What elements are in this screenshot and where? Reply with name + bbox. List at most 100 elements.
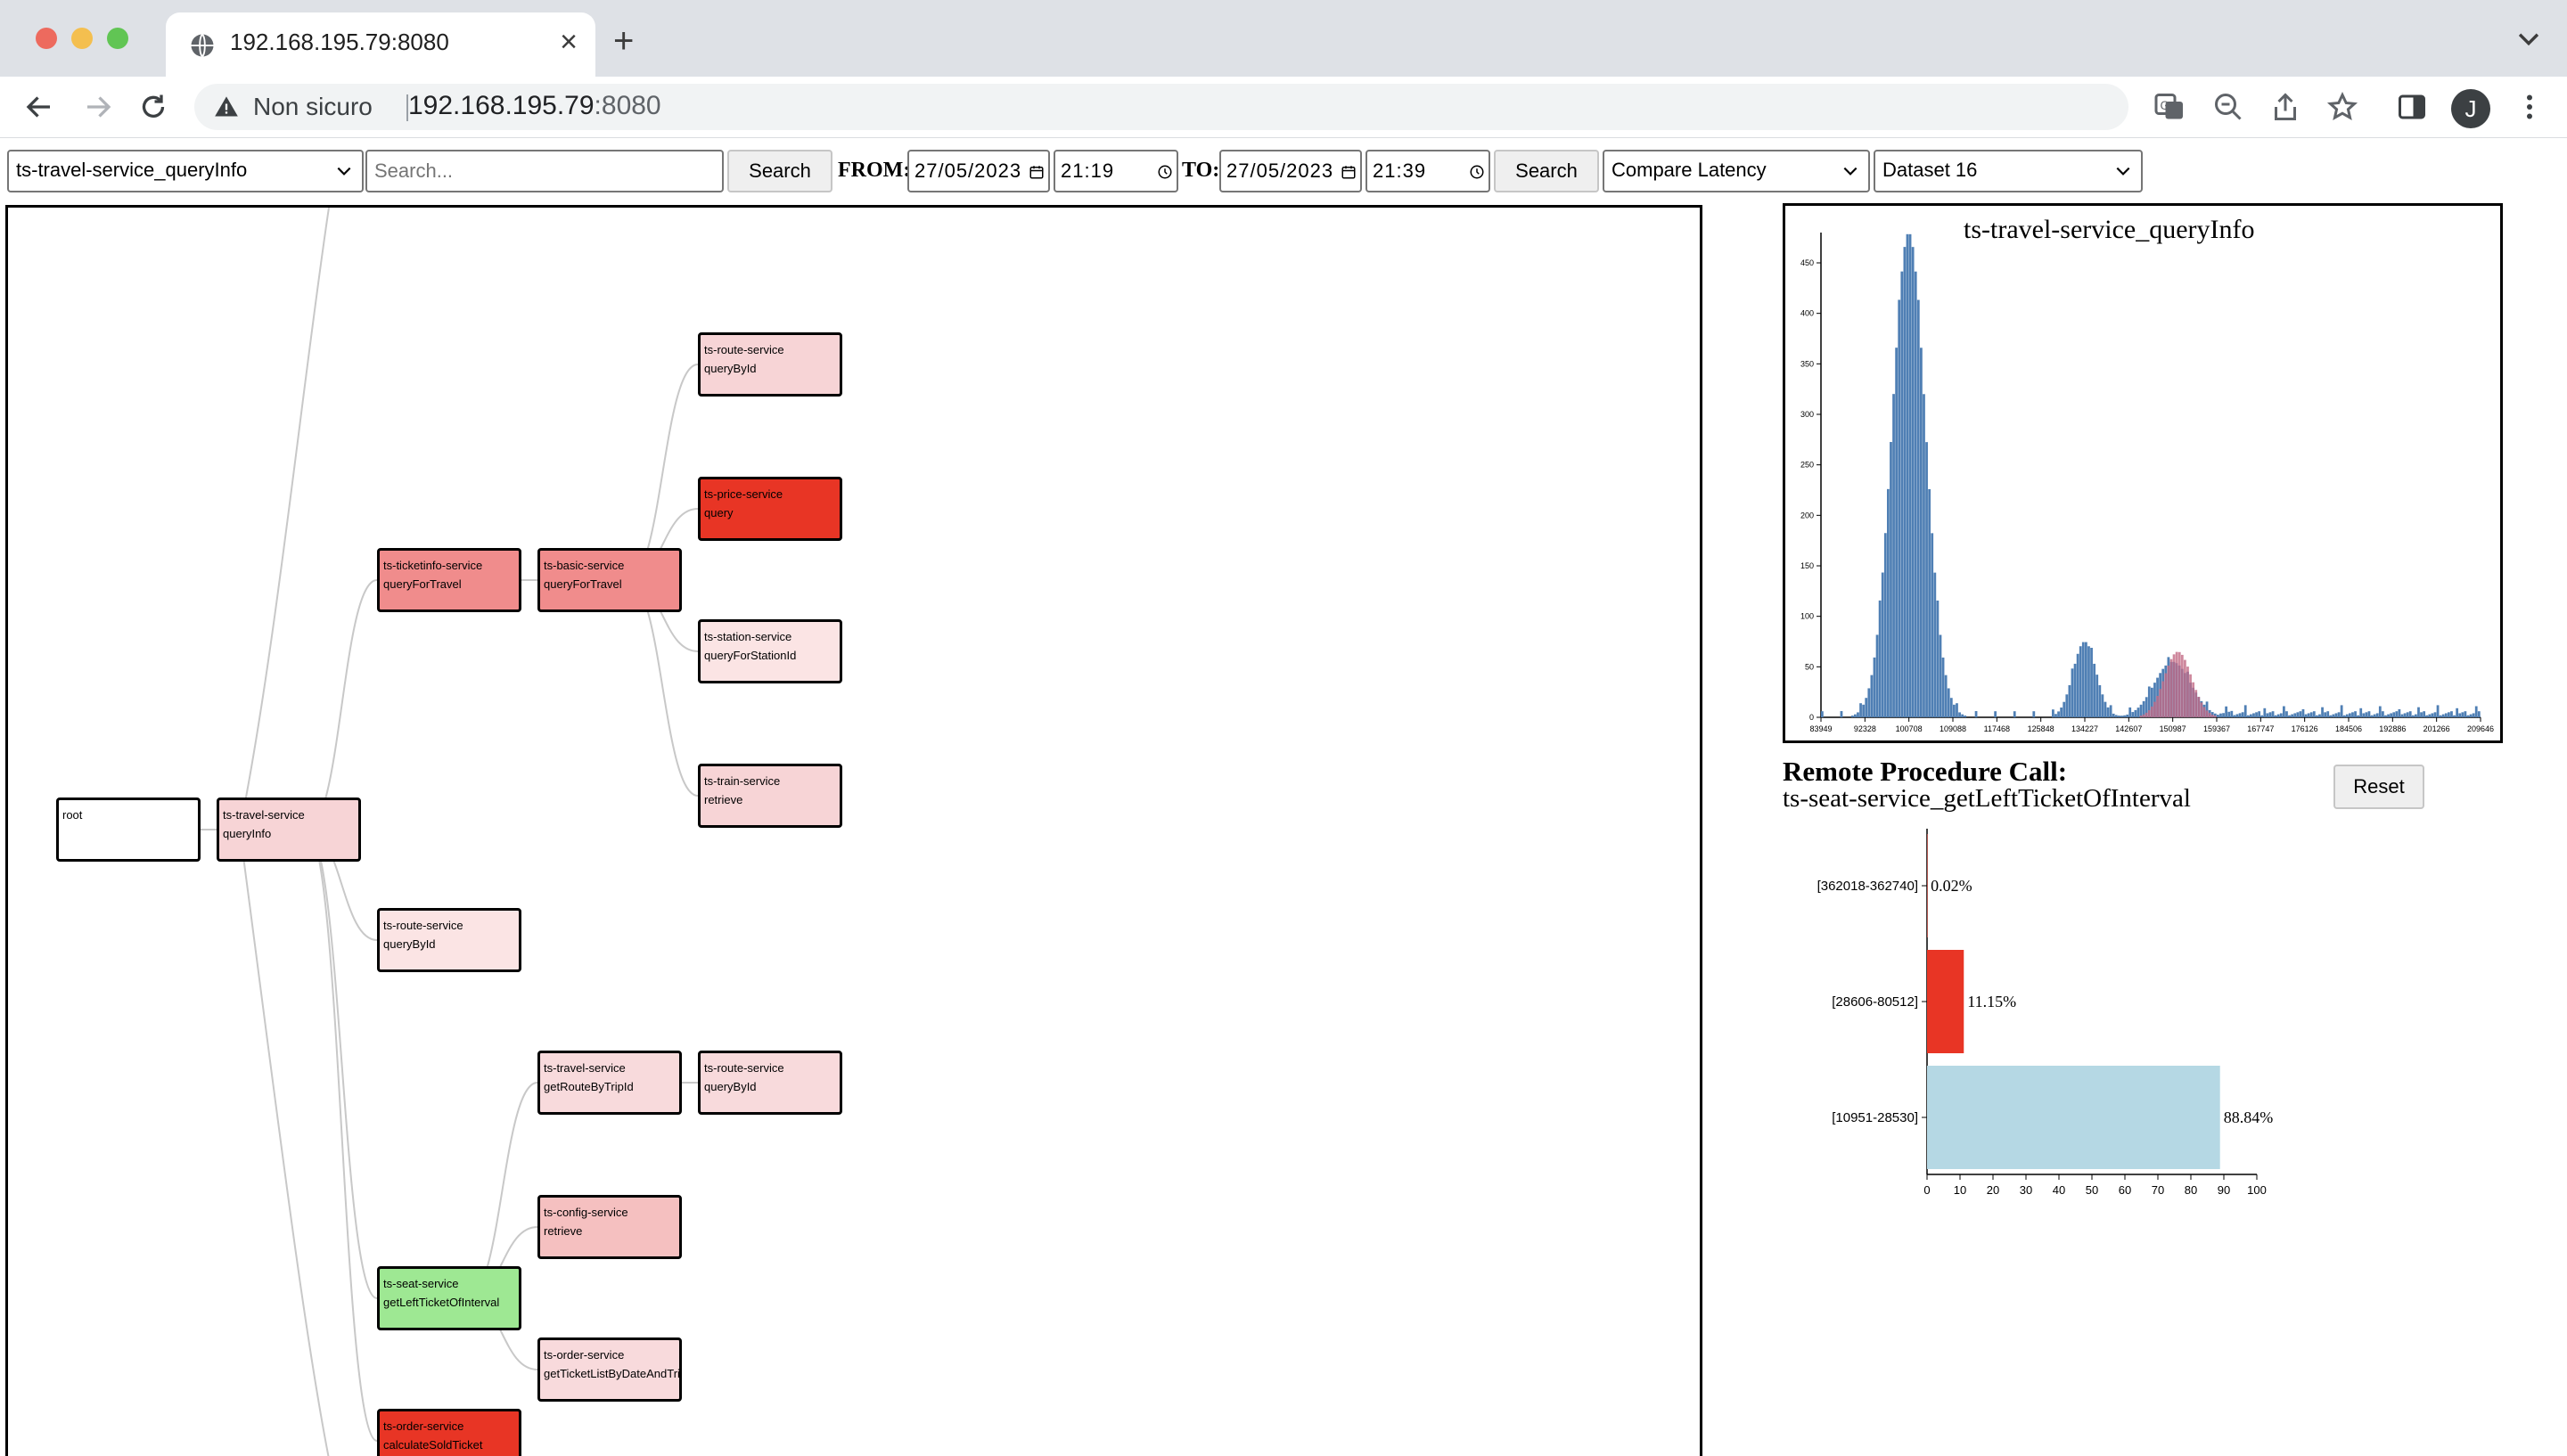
trace-node[interactable]: root bbox=[56, 798, 201, 862]
histogram-bar bbox=[2233, 715, 2236, 717]
close-tab-icon[interactable]: × bbox=[560, 25, 578, 59]
close-window-button[interactable] bbox=[36, 28, 57, 49]
search-range-button[interactable]: Search bbox=[1494, 150, 1599, 192]
warning-icon[interactable] bbox=[214, 94, 239, 119]
trace-node[interactable]: ts-order-service getTicketListByDateAndTr… bbox=[537, 1337, 682, 1402]
to-date-input[interactable]: 27/05/2023 bbox=[1219, 150, 1362, 192]
node-service-label: ts-travel-service bbox=[544, 1061, 626, 1075]
histogram-bar bbox=[2151, 687, 2153, 717]
trace-node[interactable]: ts-route-service queryById bbox=[377, 908, 521, 972]
globe-icon bbox=[191, 33, 214, 58]
histogram-bar bbox=[2271, 711, 2275, 717]
histogram-bar bbox=[2057, 711, 2060, 717]
histogram-bar bbox=[2142, 714, 2145, 717]
trace-node[interactable]: ts-train-service retrieve bbox=[698, 764, 842, 828]
histogram-bar bbox=[2109, 705, 2112, 717]
clock-icon[interactable] bbox=[1157, 164, 1173, 180]
trace-node[interactable]: ts-route-service queryById bbox=[698, 1051, 842, 1115]
trace-node[interactable]: ts-basic-service queryForTravel bbox=[537, 548, 682, 612]
node-service-label: ts-station-service bbox=[704, 630, 792, 643]
minimize-window-button[interactable] bbox=[71, 28, 93, 49]
chevron-down-icon[interactable] bbox=[2514, 23, 2544, 53]
calendar-icon[interactable] bbox=[1029, 164, 1045, 180]
histogram-bar bbox=[2431, 713, 2434, 717]
endpoint-select[interactable]: ts-travel-service_queryInfo bbox=[7, 150, 364, 192]
rpc-bar[interactable] bbox=[1927, 950, 1964, 1053]
trace-node[interactable]: ts-price-service query bbox=[698, 477, 842, 541]
histogram-bar bbox=[2392, 712, 2396, 717]
to-time-input[interactable]: 21:39 bbox=[1366, 150, 1490, 192]
histogram-bar bbox=[2340, 705, 2343, 717]
translate-icon[interactable]: G bbox=[2153, 91, 2186, 123]
browser-tab[interactable]: 192.168.195.79:8080 × bbox=[166, 12, 595, 77]
category-label: [10951-28530] bbox=[1832, 1110, 1918, 1125]
y-tick-label: 300 bbox=[1800, 410, 1814, 419]
new-tab-icon[interactable]: + bbox=[613, 21, 635, 61]
histogram-bar bbox=[2134, 709, 2137, 717]
from-time-input[interactable]: 21:19 bbox=[1054, 150, 1178, 192]
back-arrow-icon[interactable] bbox=[23, 91, 55, 123]
trace-node[interactable]: ts-ticketinfo-service queryForTravel bbox=[377, 548, 521, 612]
trace-tree-panel[interactable]: root ts-travel-service queryInfo ts-ticketi… bbox=[5, 205, 1702, 1456]
histogram-bar bbox=[2406, 712, 2409, 717]
trace-node[interactable]: ts-station-service queryForStationId bbox=[698, 619, 842, 683]
dataset-select[interactable]: Dataset 16 bbox=[1874, 150, 2143, 192]
histogram-bar bbox=[2469, 714, 2473, 717]
bookmark-star-icon[interactable] bbox=[2326, 91, 2358, 123]
clock-icon[interactable] bbox=[1469, 164, 1485, 180]
profile-avatar[interactable]: J bbox=[2451, 89, 2490, 128]
from-date-input[interactable]: 27/05/2023 bbox=[907, 150, 1050, 192]
search-button[interactable]: Search bbox=[727, 150, 832, 192]
more-menu-icon[interactable] bbox=[2514, 91, 2546, 123]
node-service-label: ts-route-service bbox=[704, 343, 784, 356]
zoom-window-button[interactable] bbox=[107, 28, 128, 49]
histogram-bar bbox=[2131, 712, 2135, 717]
trace-node[interactable]: ts-seat-service getLeftTicketOfInterval bbox=[377, 1266, 521, 1330]
rpc-bar[interactable] bbox=[1927, 834, 1928, 937]
forward-arrow-icon[interactable] bbox=[82, 91, 114, 123]
histogram-bar bbox=[1931, 533, 1934, 717]
histogram-bar bbox=[2321, 707, 2324, 717]
histogram-bar bbox=[2456, 708, 2459, 717]
node-operation-label: calculateSoldTicket bbox=[383, 1438, 483, 1452]
histogram-bar bbox=[2266, 713, 2269, 717]
histogram-bar bbox=[2071, 668, 2074, 717]
histogram-bar bbox=[2210, 715, 2214, 717]
histogram-bar bbox=[2147, 709, 2151, 717]
trace-node[interactable]: ts-travel-service getRouteByTripId bbox=[537, 1051, 682, 1115]
node-operation-label: retrieve bbox=[704, 793, 743, 806]
histogram-bar bbox=[2291, 714, 2294, 717]
side-panel-icon[interactable] bbox=[2396, 91, 2428, 123]
to-label: TO: bbox=[1182, 159, 1220, 182]
histogram-title: ts-travel-service_queryInfo bbox=[1964, 215, 2255, 244]
histogram-bar bbox=[2167, 666, 2170, 717]
histogram-bar bbox=[2060, 708, 2063, 717]
zoom-out-icon[interactable] bbox=[2212, 91, 2244, 123]
reload-icon[interactable] bbox=[137, 91, 169, 123]
histogram-bar bbox=[1928, 488, 1931, 717]
address-bar[interactable]: Non sicuro 192.168.195.79:8080 bbox=[194, 84, 2128, 130]
security-label[interactable]: Non sicuro bbox=[253, 93, 373, 120]
node-service-label: ts-config-service bbox=[544, 1206, 628, 1219]
mode-select[interactable]: Compare Latency bbox=[1603, 150, 1870, 192]
trace-node[interactable]: ts-travel-service queryInfo bbox=[217, 798, 361, 862]
histogram-bar bbox=[2450, 711, 2453, 717]
tree-link bbox=[306, 579, 378, 830]
rpc-bar[interactable] bbox=[1927, 1066, 2220, 1169]
trace-node[interactable]: ts-route-service queryById bbox=[698, 332, 842, 397]
node-operation-label: queryForStationId bbox=[704, 649, 797, 662]
calendar-icon[interactable] bbox=[1341, 164, 1357, 180]
node-service-label: ts-route-service bbox=[704, 1061, 784, 1075]
histogram-bar bbox=[1887, 488, 1890, 717]
url-text[interactable]: 192.168.195.79:8080 bbox=[408, 91, 661, 120]
histogram-bar bbox=[2205, 710, 2209, 717]
trace-node[interactable]: ts-order-service calculateSoldTicket bbox=[377, 1409, 521, 1456]
reset-button[interactable]: Reset bbox=[2333, 765, 2424, 809]
x-tick-label: 92328 bbox=[1854, 724, 1876, 733]
trace-node[interactable]: ts-config-service retrieve bbox=[537, 1195, 682, 1259]
histogram-bar bbox=[2324, 712, 2327, 717]
histogram-bar bbox=[2175, 651, 2178, 717]
rpc-heading: Remote Procedure Call: bbox=[1783, 756, 2068, 787]
search-input[interactable] bbox=[365, 150, 724, 192]
share-icon[interactable] bbox=[2269, 91, 2301, 123]
